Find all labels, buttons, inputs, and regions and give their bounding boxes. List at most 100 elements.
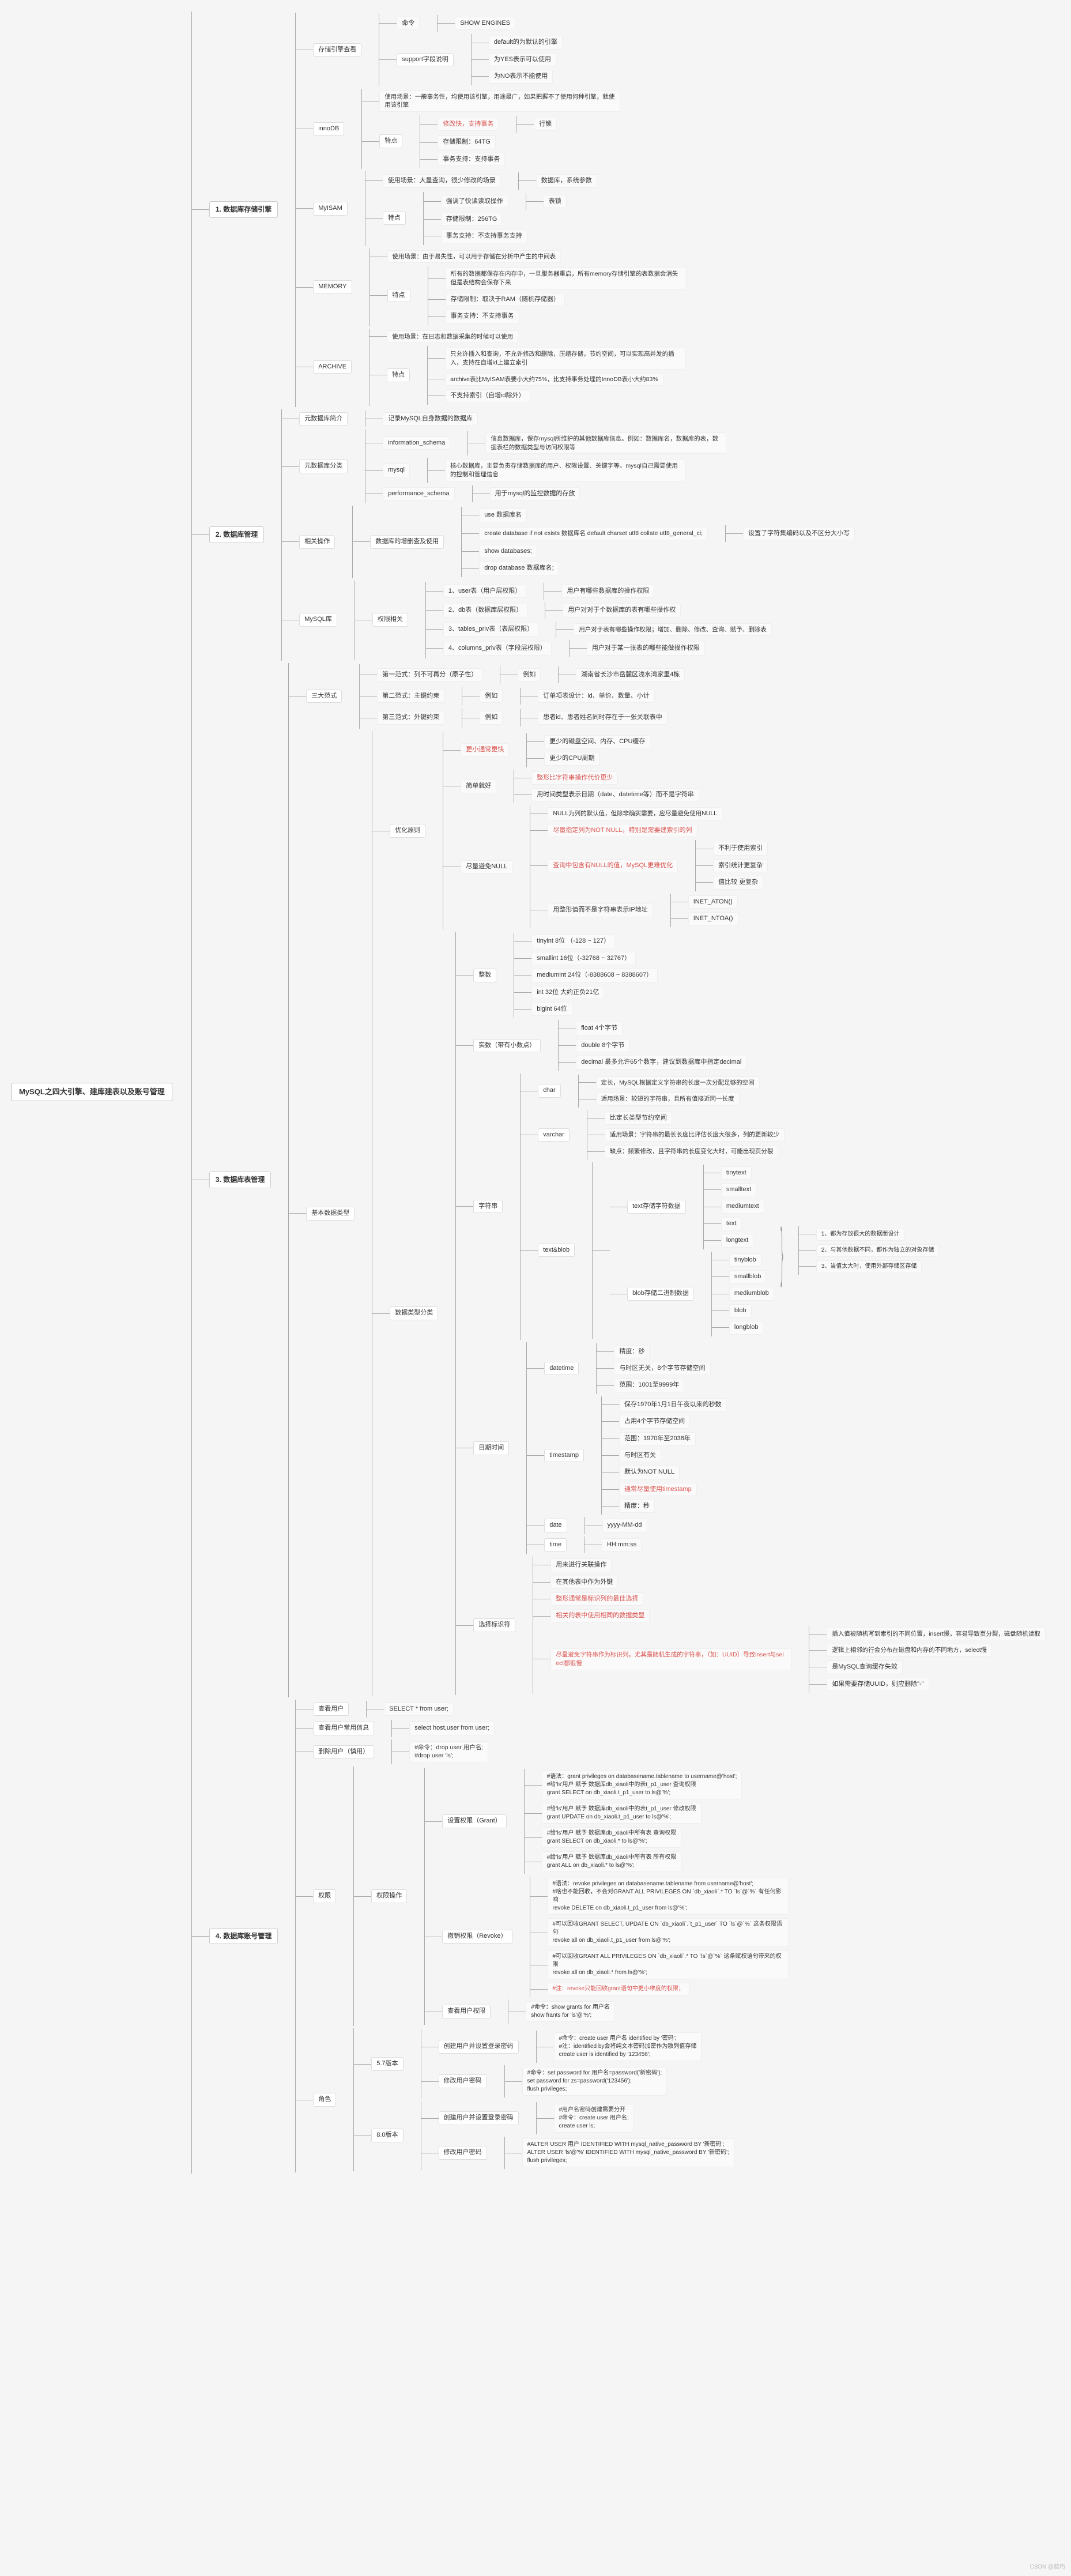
op-create-v: 设置了字符集编码以及不区分大小写 <box>743 527 855 540</box>
grant-1: #语法：grant privileges on databasename.tab… <box>542 1771 742 1799</box>
myisam-scene: 使用场景：大量查询，很少修改的场景 <box>383 174 501 187</box>
real-3: decimal 最多允许65个数字，建议到数据库中指定decimal <box>576 1056 746 1069</box>
varchar-node: varchar <box>538 1128 570 1142</box>
pk-5b: 逻辑上相邻的行会分布在磁盘和内存的不同地方，select慢 <box>827 1644 992 1657</box>
null-3: 查询中包含有NULL的值，MySQL更难优化 <box>548 859 678 872</box>
section-3: 3. 数据库表管理 <box>209 1172 271 1188</box>
null-4: 用整形值而不是字符串表示IP地址 <box>548 903 653 917</box>
section-4: 4. 数据库账号管理 <box>209 1928 278 1945</box>
nf1: 第一范式：列不可再分（原子性） <box>377 668 482 681</box>
root-node: MySQL之四大引擎、建库建表以及账号管理 <box>12 1083 172 1101</box>
grant-2: #给'ls'用户 赋予 数据库db_xiaoli中的表t_p1_user 修改权… <box>542 1803 702 1824</box>
blob-1: tinyblob <box>729 1253 761 1267</box>
inet-ntoa: INET_NTOA() <box>688 912 738 925</box>
priv-1v: 用户有哪些数据库的操作权限 <box>561 585 654 598</box>
pk-5a: 插入值被随机写到索引的不同位置，insert慢，容易导致页分裂，磁盘随机读取 <box>827 1628 1046 1641</box>
ts-2: 占用4个字节存储空间 <box>619 1415 690 1428</box>
engine-myisam: MyISAM <box>313 202 348 215</box>
smaller-1: 更少的磁盘空间、内存、CPU缓存 <box>544 735 650 748</box>
priv-4v: 用户对于某一张表的哪些能做操作权限 <box>587 642 705 655</box>
real-1: float 4个字节 <box>576 1022 623 1035</box>
ts-5: 默认为NOT NULL <box>619 1466 680 1479</box>
memory-f2: 存储限制：取决于RAM（随机存储器） <box>446 293 565 306</box>
revoke-2: #可以回收GRANT SELECT, UPDATE ON `db_xiaoli`… <box>548 1918 789 1947</box>
perf-schema: performance_schema <box>383 487 454 500</box>
archive-f3: 不支持索引（自增id除外） <box>445 389 530 402</box>
innodb-f1: 修改快，支持事务 <box>438 118 499 131</box>
blob-4: blob <box>729 1304 752 1317</box>
null-2: 尽量指定列为NOT NULL，特别是需要建索引的列 <box>548 824 697 837</box>
text-5: longtext <box>721 1234 754 1247</box>
myisam-feat-label: 特点 <box>383 212 406 225</box>
v57-node: 5.7版本 <box>371 2057 403 2070</box>
del-user: 删除用户（慎用） <box>313 1745 374 1758</box>
support-yes: 为YES表示可以使用 <box>489 53 556 66</box>
inet-aton: INET_ATON() <box>688 895 738 909</box>
myisam-f2: 存储限制：256TG <box>441 213 503 226</box>
time-v: HH:mm:ss <box>602 1538 642 1551</box>
support-field: support字段说明 <box>397 53 454 66</box>
mysql-db-v: 核心数据库，主要负责存储数据库的用户、权限设置、关键字等。mysql自己需要使用… <box>445 460 686 481</box>
text-4: text <box>721 1217 742 1230</box>
time-node: time <box>544 1538 567 1551</box>
priv-sub: 权限相关 <box>372 613 408 626</box>
int-5: bigint 64位 <box>531 1003 572 1016</box>
priv-ops-label: 权限操作 <box>371 1889 407 1903</box>
date-v: yyyy-MM-dd <box>602 1519 647 1532</box>
op-create: create database if not exists 数据库名 defau… <box>479 527 708 540</box>
q-priv: 查看用户常用信息 <box>313 1722 374 1735</box>
tb-note-1: 1、都为存放很大的数据而设计 <box>816 1228 905 1241</box>
mysql-db: mysql <box>383 464 410 477</box>
dt-3: 范围：1001至9999年 <box>614 1379 684 1392</box>
simple-label: 简单就好 <box>461 779 496 793</box>
info-schema-v: 信息数据库，保存mysql所维护的其他数据库信息。例如：数据库名，数据库的表，数… <box>485 432 726 454</box>
nf1-v: 湖南省长沙市岳麓区浅水湾家里4栋 <box>576 668 685 681</box>
memory-f1: 所有的数据都保存在内存中，一旦服务器重启，所有memory存储引擎的表数据会消失… <box>446 268 687 289</box>
engine-memory: MEMORY <box>313 280 352 293</box>
priv-1: 1、user表（用户层权限） <box>443 585 527 598</box>
real-label: 实数（带有小数点） <box>473 1039 541 1052</box>
myisam-f3: 事务支持：不支持事务支持 <box>441 229 527 243</box>
v80-create: 创建用户并设置登录密码 <box>439 2111 519 2125</box>
null-1: NULL为列的默认值，但除非确实需要，应尽量避免使用NULL <box>548 807 722 820</box>
priv-3v: 用户对于表有哪些操作权限；增加、删除、修改、查询、赋予、删除表 <box>574 623 772 637</box>
v57-modify: 修改用户密码 <box>439 2074 487 2088</box>
ts-4: 与时区有关 <box>619 1449 661 1462</box>
innodb-scene: 使用场景：一般事务性，均使用该引擎，用途最广，如果把握不了使用何种引擎，就使用该… <box>379 91 620 112</box>
v80-create-v: #用户名密码创建需要分开 #命令：create user 用户名; create… <box>554 2104 634 2133</box>
revoke-4: #注：revoke只能回收grant语句中更小维度的权限； <box>548 1983 689 1995</box>
nf2: 第二范式：主键约束 <box>377 690 444 703</box>
text-label: text存储字符数据 <box>627 1200 686 1213</box>
cmd-label: 命令 <box>397 17 420 30</box>
nf3-ex: 例如 <box>480 711 503 724</box>
int-3: mediumint 24位（-8388608 ~ 8388607） <box>531 969 658 982</box>
myisam-scene-tail: 数据库，系统参数 <box>536 174 597 187</box>
engine-archive: ARCHIVE <box>313 360 352 374</box>
pk-5c: 是MySQL查询缓存失效 <box>827 1660 903 1674</box>
dt-label: 日期时间 <box>473 1441 509 1455</box>
null-3a: 不利于使用索引 <box>713 842 768 855</box>
int-label: 整数 <box>473 969 496 982</box>
text-3: mediumtext <box>721 1200 764 1213</box>
char-p2: 适用场景：较短的字符串，且所有值接近同一长度 <box>596 1093 740 1106</box>
simple-2: 用时间类型表示日期（date、datetime等）而不是字符串 <box>531 788 699 801</box>
char-node: char <box>538 1084 560 1097</box>
op-use: use 数据库名 <box>479 509 527 522</box>
show-priv: 查看用户权限 <box>442 2005 491 2018</box>
v57-modify-v: #命令：set password for 用户名=password('新密码')… <box>522 2067 668 2096</box>
ts-7: 精度：秒 <box>619 1500 655 1513</box>
role-label: 角色 <box>313 2093 336 2106</box>
support-default: default的为默认的引擎 <box>489 36 563 49</box>
innodb-f3: 事务支持：支持事务 <box>438 153 505 166</box>
date-node: date <box>544 1519 567 1532</box>
smaller-2: 更少的CPU周期 <box>544 752 599 765</box>
varchar-p3: 缺点：频繁修改，且字符串的长度变化大时，可能出现页分裂 <box>605 1145 779 1158</box>
archive-f2: archive表比MyISAM表要小大约75%，比支持事务处理的InnoDB表小… <box>445 373 663 386</box>
v80-node: 8.0版本 <box>371 2129 403 2142</box>
int-2: smallint 16位（-32768 ~ 32767） <box>531 952 636 965</box>
memory-feat-label: 特点 <box>387 289 410 302</box>
tb-note-2: 2、与其他数据不同，都作为独立的对象存储 <box>816 1244 940 1257</box>
opt-label: 优化原则 <box>390 824 425 837</box>
grant-node: 设置权限（Grant） <box>442 1814 507 1828</box>
tb-note-3: 3、当值太大时，使用外部存储区存储 <box>816 1260 922 1273</box>
